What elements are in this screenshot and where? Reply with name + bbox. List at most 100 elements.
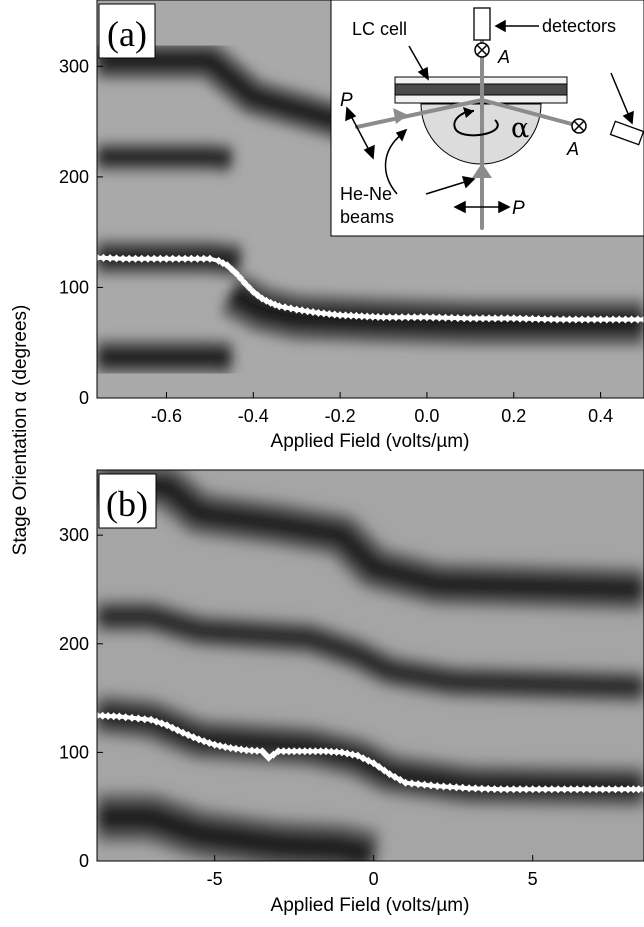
panel-b-data-point [237,745,246,754]
panel-a-data-point [150,254,159,263]
panel-a-data-point [99,253,108,262]
panel-a-data-point [181,254,190,263]
panel-a-data-point [447,313,456,322]
panel-b-data-point [242,746,251,755]
panel-a-data-point [559,315,568,324]
panel-b-data-point [579,785,588,794]
panel-a-data-point [363,312,372,321]
panel-a-data-point [460,314,469,323]
panel-a-data-point [410,313,419,322]
panel-a-data-point [357,312,366,321]
panel-a-frame [96,0,644,399]
panel-b-data-point [573,785,582,794]
panel-b-y-ticks: 0 100 200 300 [59,525,103,871]
panel-b-data-point [385,770,394,779]
panel-a-data-point [187,254,196,263]
panel-b-data-point [348,750,357,759]
panel-b-data-point [327,747,336,756]
panel-b-data-point [605,785,613,794]
panel-a-data-point [314,308,323,317]
beam-arrow-left [393,108,408,124]
panel-b-data-point [433,782,442,791]
panel-b-data-point [247,746,256,755]
leader-lines [384,19,634,195]
panel-b-x-tick-label: -5 [207,869,223,889]
panel-b-data-point [541,785,550,794]
panel-b-data-point [634,785,643,794]
panel-a-data-point [565,315,574,324]
panel-a-data-point [466,314,475,323]
panel-b-data-point [390,773,399,781]
panel-b-data-point [343,749,352,758]
panel-a-data-point [485,314,493,323]
panel-a-data-point [497,314,506,323]
panel-a-data-point [236,274,245,282]
panel-a-data-point [590,315,599,324]
panel-b-data-point [210,740,219,749]
inset-label-lc-cell: LC cell [352,19,407,39]
panel-b-label-box: (b) [98,473,157,529]
panel-a-data-point [379,313,388,322]
panel-b-data-point [226,744,235,752]
panel-a-data-point [286,304,295,313]
panel-a-data-point [168,254,177,263]
panel-a-data-point [640,315,644,324]
inset-label-beams-line2: beams [340,207,394,227]
inset-label-analyzer-top: A [497,47,510,67]
panel-a-data-point [522,314,531,323]
panel-b-x-tick-label: 5 [528,869,538,889]
panel-b-data-point [316,747,325,756]
panel-a-data-point [584,315,593,324]
analyzer-top-icon [474,42,490,58]
panel-b-data-point [401,778,410,787]
panel-b-data-point [295,747,304,756]
panel-a-data-point [137,254,146,263]
panel-b-data-point [274,747,283,756]
panel-a: -0.6 -0.4 -0.2 0.0 0.2 0.4 0 100 200 300 Applied… [59,0,644,452]
panel-b-data-point [380,766,389,775]
panel-a-x-tick-label: 0.4 [588,406,613,426]
detector-right [609,120,644,146]
panel-a-data-point [244,283,253,292]
panel-a-data-point [374,313,383,321]
panel-a-data-point [385,313,394,322]
panel-a-data-point [441,313,450,322]
panel-b-y-tick-label: 100 [59,742,89,762]
panel-a-data-point [627,315,636,324]
panel-a-label-box: (a) [98,3,156,59]
panel-a-y-tick-label: 200 [59,167,89,187]
panel-a-data-point [633,315,642,324]
panel-a-data-point [240,279,249,287]
panel-b-data-point [414,780,423,789]
panel-b-data-point [269,750,278,759]
inset-label-polarizer-left: P [340,90,353,111]
panel-a-x-tick-label: 0.2 [501,406,526,426]
detector-top [473,7,491,41]
panel-a-data-point [609,315,617,324]
panel-b-data-point [503,785,512,794]
panel-a-data-point [281,303,290,312]
panel-b-y-tick-label: 0 [79,851,89,871]
panel-a-data-point [516,314,524,323]
panel-a-data-point [341,311,350,320]
panel-a-data-point [125,254,134,263]
inset-label-polarizer-bottom: P [512,198,525,219]
panel-a-y-tick-label: 300 [59,56,89,76]
panel-a-data-point [223,261,232,270]
panel-b-data-point [465,784,474,793]
panel-a-data-point [275,302,284,311]
panel-b-data-point [528,785,537,794]
panel-a-x-tick-label: -0.6 [151,406,182,426]
panel-a-data-point [106,254,114,263]
rotation-arrow-icon [453,107,499,137]
panel-a-data-point [534,315,543,323]
panel-a-data-point [131,254,140,263]
panel-b-xlabel: Applied Field (volts/µm) [271,895,470,916]
y-axis-label: Stage Orientation α (degrees) [10,305,31,556]
panel-b-band-0 [97,474,644,602]
inset-label-rotation: α [511,113,529,144]
panel-b-data-point [284,747,293,756]
panel-b-data-point [426,781,435,790]
